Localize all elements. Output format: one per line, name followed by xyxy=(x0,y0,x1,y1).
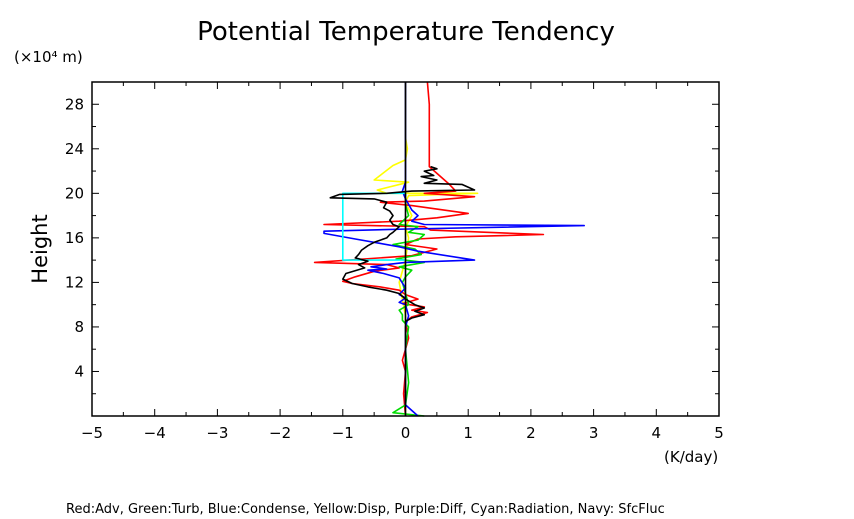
x-tick-label: 2 xyxy=(526,424,536,442)
x-tick-label: −3 xyxy=(206,424,228,442)
series-line-1 xyxy=(313,81,545,417)
y-tick-label: 12 xyxy=(65,273,84,291)
x-tick-label: −4 xyxy=(144,424,166,442)
x-tick-label: 1 xyxy=(463,424,473,442)
y-tick-label: 16 xyxy=(65,229,84,247)
legend-caption: Red:Adv, Green:Turb, Blue:Condense, Yell… xyxy=(66,502,665,517)
y-tick-label: 28 xyxy=(65,95,84,113)
series-line-0 xyxy=(373,82,479,416)
x-tick-label: 5 xyxy=(714,424,724,442)
y-tick-label: 24 xyxy=(65,140,84,158)
x-tick-label: −1 xyxy=(332,424,354,442)
x-axis-label: (K/day) xyxy=(664,448,718,466)
series-layer xyxy=(313,81,585,417)
x-tick-label: −5 xyxy=(81,424,103,442)
y-tick-label: 4 xyxy=(74,362,84,380)
series-line-3 xyxy=(323,82,585,417)
y-axis-label: Height xyxy=(28,214,52,283)
x-tick-label: 4 xyxy=(652,424,662,442)
series-line-5 xyxy=(329,165,476,323)
y-tick-label: 8 xyxy=(74,318,84,336)
y-unit-label: (×10⁴ m) xyxy=(14,48,83,66)
x-tick-label: 0 xyxy=(401,424,411,442)
x-tick-label: −2 xyxy=(269,424,291,442)
x-tick-label: 3 xyxy=(589,424,599,442)
chart-title: Potential Temperature Tendency xyxy=(197,17,615,47)
y-tick-label: 20 xyxy=(65,184,84,202)
